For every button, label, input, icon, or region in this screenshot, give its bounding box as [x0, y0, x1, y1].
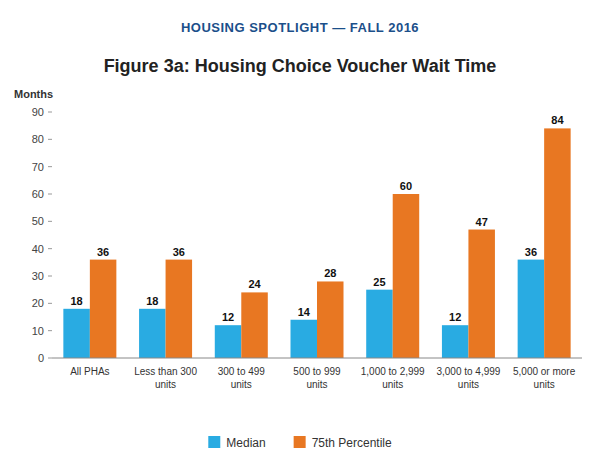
category-label-line: units	[306, 379, 327, 390]
category-label: Less than 300 units	[134, 366, 197, 390]
legend-swatch	[294, 436, 306, 448]
tick-label: 30	[32, 270, 44, 282]
data-label: 28	[324, 267, 336, 279]
category-label-line: 5,000 or more	[513, 366, 576, 377]
x-axis: All PHAs Less than 300 units 300 to 499 unit…	[70, 366, 576, 390]
category-label: 1,000 to 2,999 units	[361, 366, 425, 390]
tick-mark	[48, 166, 52, 167]
bar	[166, 260, 193, 358]
category-label-line: All PHAs	[70, 366, 109, 377]
category-label-line: 300 to 499	[218, 366, 266, 377]
category-label: All PHAs	[70, 366, 109, 377]
y-axis-label: Months	[14, 88, 53, 100]
bar	[241, 292, 267, 358]
bars	[63, 128, 570, 358]
category-label: 300 to 499 units	[218, 366, 266, 390]
legend-item: Median	[208, 436, 265, 450]
tick-label: 10	[32, 325, 44, 337]
tick-label: 70	[32, 161, 44, 173]
tick-mark	[48, 112, 52, 113]
category-label: 5,000 or more units	[513, 366, 576, 390]
category-label-line: 500 to 999	[293, 366, 341, 377]
bar	[63, 309, 90, 358]
data-label: 12	[449, 311, 461, 323]
bar	[139, 309, 166, 358]
category-label: 500 to 999 units	[293, 366, 341, 390]
data-label: 60	[400, 180, 412, 192]
data-label: 18	[70, 295, 82, 307]
legend-item: 75th Percentile	[294, 436, 392, 450]
data-label: 36	[97, 246, 109, 258]
data-label: 36	[173, 246, 185, 258]
tick-label: 40	[32, 243, 44, 255]
data-label: 12	[222, 311, 234, 323]
category-label-line: 3,000 to 4,999	[436, 366, 500, 377]
legend-swatch	[208, 436, 220, 448]
tick-mark	[48, 248, 52, 249]
legend-label: 75th Percentile	[312, 436, 392, 450]
tick-label: 50	[32, 215, 44, 227]
data-label: 14	[298, 306, 311, 318]
data-label: 36	[525, 246, 537, 258]
bar	[544, 128, 571, 358]
data-label: 24	[248, 278, 261, 290]
data-label: 18	[146, 295, 158, 307]
category-label: 3,000 to 4,999 units	[436, 366, 500, 390]
tick-mark	[48, 139, 52, 140]
category-label-line: units	[231, 379, 252, 390]
bar	[215, 325, 242, 358]
category-label-line: 1,000 to 2,999	[361, 366, 425, 377]
tick-label: 80	[32, 133, 44, 145]
bar	[393, 194, 420, 358]
category-label-line: units	[382, 379, 403, 390]
category-label-line: Less than 300	[134, 366, 197, 377]
legend-label: Median	[226, 436, 265, 450]
bar	[291, 320, 318, 358]
data-labels: 18 18 12 14 25 12 36 36 36 24 28 60 47 84	[70, 114, 564, 323]
y-axis: 0 10 20 30 40 50 60 70 80 90	[32, 106, 52, 364]
legend: Median 75th Percentile	[208, 436, 392, 450]
category-label-line: units	[534, 379, 555, 390]
tick-label: 0	[38, 352, 44, 364]
bar	[317, 281, 344, 358]
title: Figure 3a: Housing Choice Voucher Wait T…	[104, 56, 497, 76]
tick-label: 20	[32, 297, 44, 309]
tick-label: 90	[32, 106, 44, 118]
data-label: 47	[476, 216, 488, 228]
tick-mark	[48, 221, 52, 222]
tick-mark	[48, 303, 52, 304]
bar	[366, 290, 393, 358]
data-label: 84	[551, 114, 564, 126]
tick-label: 60	[32, 188, 44, 200]
subtitle: HOUSING SPOTLIGHT — FALL 2016	[181, 20, 419, 35]
tick-mark	[48, 358, 52, 359]
category-label-line: units	[155, 379, 176, 390]
x-axis-line	[52, 358, 582, 359]
chart: HOUSING SPOTLIGHT — FALL 2016 Figure 3a: …	[0, 0, 600, 473]
tick-mark	[48, 194, 52, 195]
bar	[468, 230, 495, 358]
tick-mark	[48, 330, 52, 331]
data-label: 25	[373, 276, 385, 288]
tick-mark	[48, 276, 52, 277]
bar	[518, 260, 545, 358]
bar	[442, 325, 469, 358]
category-label-line: units	[458, 379, 479, 390]
bar	[90, 260, 117, 358]
